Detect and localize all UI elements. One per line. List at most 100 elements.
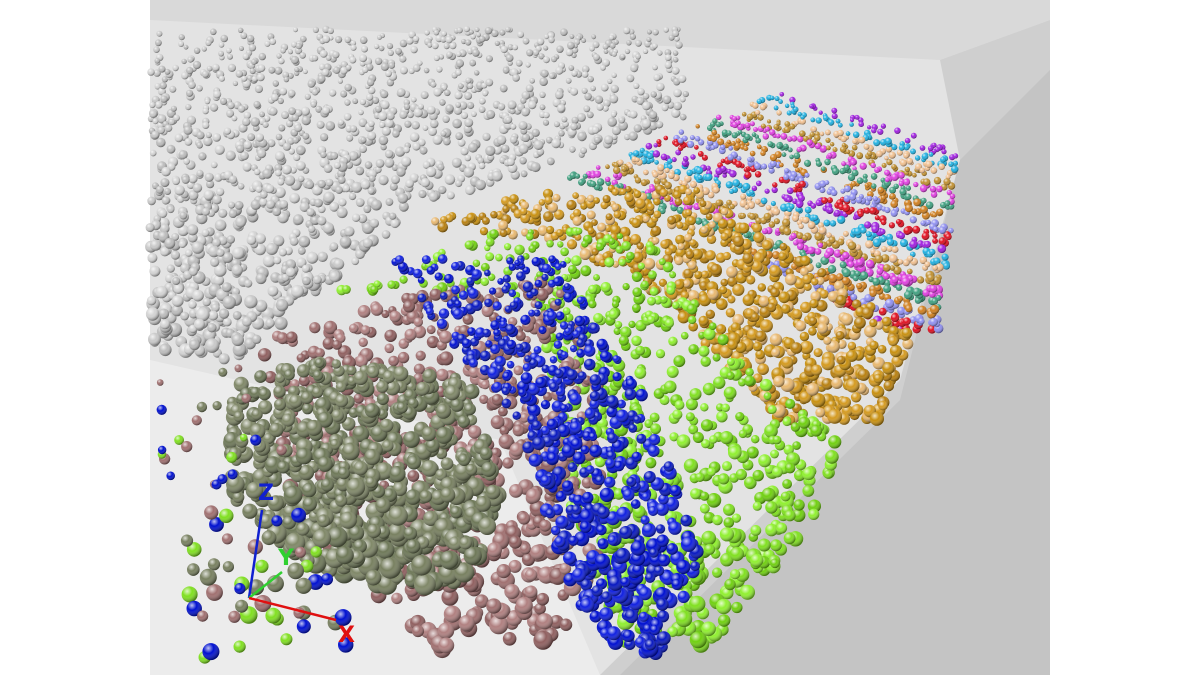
particle-shade [759, 104, 767, 111]
particle-shade [858, 136, 866, 144]
particle-shade [695, 124, 700, 129]
particle-shade [432, 134, 443, 145]
particle-shade [500, 45, 508, 54]
particle-shade [460, 147, 469, 156]
particle-shade [881, 236, 887, 242]
particle-shade [891, 246, 899, 253]
particle-shade [172, 177, 181, 186]
particle-shade [613, 166, 621, 174]
particle-shade [828, 273, 838, 283]
particle-shade [583, 105, 591, 113]
particle-shade [147, 252, 158, 263]
particle-shade [403, 103, 411, 110]
particle-shade [539, 104, 546, 111]
particle-shade [656, 139, 662, 145]
particle-shade [879, 228, 886, 235]
particle-shade [903, 152, 910, 159]
particle-shade [623, 26, 631, 35]
particle-shade [923, 178, 931, 186]
particle-shade [460, 111, 469, 120]
particle-shade [196, 142, 203, 149]
particle-shade [149, 110, 158, 118]
particle-shade [633, 82, 640, 89]
particle-shade [649, 110, 658, 120]
particle-shade [652, 64, 658, 71]
particle-shade [183, 158, 191, 165]
particle-shade [328, 89, 337, 97]
particle-shade [241, 75, 248, 82]
particle-shade [325, 55, 332, 61]
particle-shade [609, 42, 616, 49]
particle-shade [570, 87, 579, 96]
particle-shade [824, 251, 831, 259]
particle-shade [486, 109, 496, 119]
particle-shade [533, 140, 544, 150]
particle-shade [525, 84, 534, 93]
particle-shade [465, 185, 475, 196]
particle-shade [587, 75, 594, 83]
particle-shade [386, 43, 394, 50]
particle-shade [173, 114, 180, 122]
particle-shade [325, 178, 334, 187]
particle-shade [170, 250, 180, 260]
particle-shade [905, 185, 912, 191]
particle-shade [207, 323, 217, 333]
particle-shade [367, 187, 375, 195]
particle-shade [860, 227, 867, 234]
particle-shade [158, 65, 166, 73]
particle-shade [518, 121, 528, 130]
particle-shade [664, 54, 672, 61]
particle-shade [521, 133, 531, 143]
particle-shade [510, 123, 517, 130]
particle-shade [643, 169, 649, 176]
particle-shade [690, 154, 696, 160]
particle-shade [335, 186, 343, 194]
particle-shade [330, 151, 339, 160]
particle-shade [364, 161, 373, 169]
particle-shade [835, 118, 841, 124]
particle-shade [399, 39, 408, 48]
particle-shade [903, 178, 910, 186]
particle-shade [410, 45, 418, 54]
particle-shade [565, 77, 572, 84]
particle-shade [274, 66, 283, 75]
particle-shade [180, 311, 190, 321]
particle-shade [178, 240, 187, 248]
particle-shade [412, 35, 420, 43]
particle-shade [600, 64, 606, 71]
particle-shade [155, 39, 162, 47]
particle-shade [198, 152, 207, 161]
particle-shade [603, 49, 609, 54]
particle-shade [633, 124, 642, 133]
particle-shade [469, 29, 474, 35]
particle-shade [274, 187, 286, 198]
particle-shade [645, 142, 653, 150]
particle-shade [255, 133, 264, 142]
particle-shade [325, 121, 336, 131]
particle-shade [418, 189, 427, 199]
particle-shade [291, 284, 304, 298]
particle-shade [220, 97, 228, 105]
particle-shade [519, 157, 527, 165]
particle-shade [256, 73, 265, 82]
particle-shade [871, 183, 877, 189]
particle-shade [153, 69, 161, 77]
particle-shade [773, 218, 780, 225]
particle-shade [399, 110, 408, 119]
particle-shade [317, 75, 326, 83]
particle-shade [339, 236, 352, 248]
particle-shade [929, 185, 937, 193]
particle-shade [839, 168, 846, 175]
particle-shade [501, 144, 510, 153]
particle-shade [581, 71, 589, 78]
particle-shade [531, 128, 540, 137]
particle-shade [299, 52, 307, 59]
particle-shade [689, 135, 695, 141]
particle-shade [849, 117, 855, 123]
particle-shade [242, 53, 250, 60]
particle-shade [352, 98, 359, 105]
particle-shade [578, 179, 585, 186]
particle-shade [264, 40, 271, 47]
particle-shade [369, 218, 379, 228]
particle-shade [301, 115, 311, 126]
